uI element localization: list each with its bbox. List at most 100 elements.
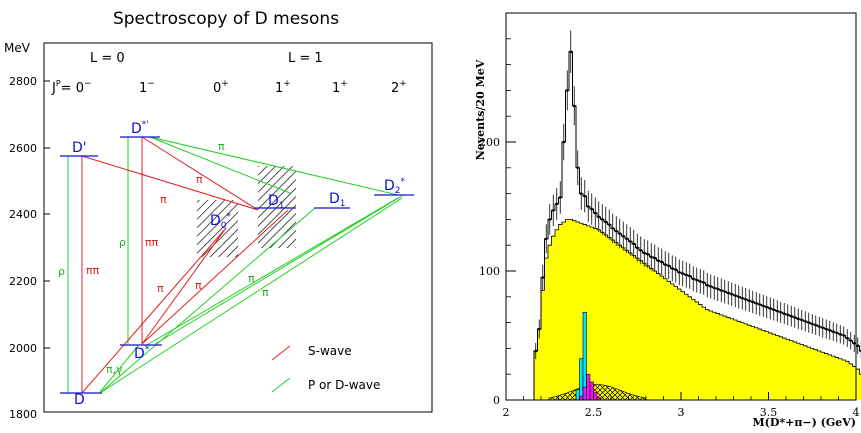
bkg-bin bbox=[552, 236, 556, 400]
state-d1-narrow: D1 bbox=[329, 191, 346, 209]
bkg-bin bbox=[748, 325, 752, 400]
data-point bbox=[849, 339, 852, 342]
bkg-bin bbox=[814, 350, 818, 400]
bkg-bin bbox=[737, 321, 741, 400]
bkg-bin bbox=[650, 268, 654, 400]
data-point bbox=[800, 319, 803, 322]
data-point bbox=[685, 274, 688, 277]
data-point bbox=[832, 330, 835, 333]
bkg-bin bbox=[538, 329, 542, 400]
data-point bbox=[856, 345, 859, 348]
bkg-bin bbox=[716, 314, 720, 400]
bkg-bin bbox=[625, 250, 629, 400]
jp-1plus-b: 1+ bbox=[332, 79, 348, 96]
data-point bbox=[748, 299, 751, 302]
data-point bbox=[793, 316, 796, 319]
bkg-bin bbox=[608, 237, 612, 400]
bkg-bin bbox=[807, 347, 811, 400]
bkg-bin bbox=[769, 333, 773, 400]
state-dprime: D' bbox=[72, 140, 87, 156]
data-point bbox=[709, 285, 712, 288]
bkg-bin bbox=[751, 326, 755, 400]
bkg-bin bbox=[688, 297, 692, 400]
bkg-bin bbox=[622, 248, 626, 400]
data-point bbox=[853, 342, 856, 345]
state-d2: D2* bbox=[384, 177, 406, 196]
jp-1plus-a: 1+ bbox=[275, 79, 291, 96]
label-pipi-1: ππ bbox=[86, 264, 100, 277]
label-pi-e: π bbox=[195, 279, 202, 292]
data-point bbox=[772, 308, 775, 311]
data-point bbox=[744, 298, 747, 301]
data-point bbox=[639, 249, 642, 252]
x-tick-label: 2 bbox=[503, 406, 510, 419]
data-point bbox=[632, 243, 635, 246]
plot-layer bbox=[506, 31, 861, 400]
label-pi-g: π bbox=[262, 286, 269, 299]
jp-0plus: 0+ bbox=[213, 79, 229, 96]
data-point bbox=[552, 209, 555, 212]
data-point bbox=[653, 257, 656, 260]
bkg-bin bbox=[713, 312, 717, 400]
bkg-bin bbox=[727, 317, 731, 400]
data-point bbox=[604, 221, 607, 224]
bkg-bin bbox=[664, 279, 668, 400]
data-point bbox=[797, 317, 800, 320]
y-tick-1800: 1800 bbox=[9, 408, 37, 421]
data-point bbox=[839, 333, 842, 336]
pd-wave-transitions bbox=[68, 137, 402, 393]
data-point bbox=[583, 195, 586, 198]
data-point bbox=[667, 265, 670, 268]
bkg-bin bbox=[562, 222, 566, 400]
magenta-bin bbox=[580, 396, 584, 400]
bkg-bin bbox=[765, 332, 769, 400]
bkg-bin bbox=[786, 339, 790, 400]
data-point bbox=[636, 246, 639, 249]
bkg-bin bbox=[594, 228, 598, 400]
bkg-bin bbox=[846, 361, 850, 400]
bkg-bin bbox=[632, 256, 636, 400]
bkg-bin bbox=[604, 235, 608, 400]
y-axis-label: Nevents/20 MeV bbox=[474, 59, 487, 160]
state-levels bbox=[60, 137, 414, 393]
y-tick-label: 100 bbox=[479, 265, 500, 278]
label-pi-c: π bbox=[218, 140, 225, 153]
legend-swave-line bbox=[272, 346, 290, 360]
bkg-bin bbox=[730, 319, 734, 400]
y-tick-labels: 2800 2600 2400 2200 2000 1800 bbox=[9, 75, 37, 421]
bkg-bin bbox=[660, 276, 664, 400]
bkg-bin bbox=[643, 263, 647, 400]
jp-row: JP= 0− 1− 0+ 1+ 1+ 2+ bbox=[51, 79, 407, 96]
data-point bbox=[786, 314, 789, 317]
bkg-bin bbox=[797, 343, 801, 400]
y-tick-label: 0 bbox=[493, 394, 500, 407]
bkg-bin bbox=[590, 227, 594, 400]
bkg-bin bbox=[695, 302, 699, 400]
x-tick-label: 2.5 bbox=[585, 406, 603, 419]
label-pi-gamma: π,γ bbox=[106, 363, 123, 376]
bkg-bin bbox=[835, 357, 839, 400]
data-point bbox=[688, 275, 691, 278]
bkg-bin bbox=[555, 230, 559, 400]
data-point bbox=[699, 280, 702, 283]
bkg-bin bbox=[618, 245, 622, 400]
data-point bbox=[758, 303, 761, 306]
bkg-bin bbox=[597, 230, 601, 400]
bkg-bin bbox=[821, 352, 825, 400]
bkg-bin bbox=[569, 219, 573, 400]
data-point bbox=[835, 332, 838, 335]
bkg-bin bbox=[653, 271, 657, 400]
cyan-bin bbox=[576, 390, 580, 400]
data-point bbox=[751, 301, 754, 304]
data-point bbox=[541, 276, 544, 279]
bkg-bin bbox=[559, 225, 563, 400]
magenta-bin bbox=[590, 382, 594, 400]
data-point bbox=[573, 105, 576, 108]
data-point bbox=[622, 235, 625, 238]
bkg-bin bbox=[667, 281, 671, 400]
data-point bbox=[695, 279, 698, 282]
legend-pdwave-label: P or D-wave bbox=[308, 378, 380, 392]
data-point bbox=[618, 232, 621, 235]
data-point bbox=[608, 223, 611, 226]
